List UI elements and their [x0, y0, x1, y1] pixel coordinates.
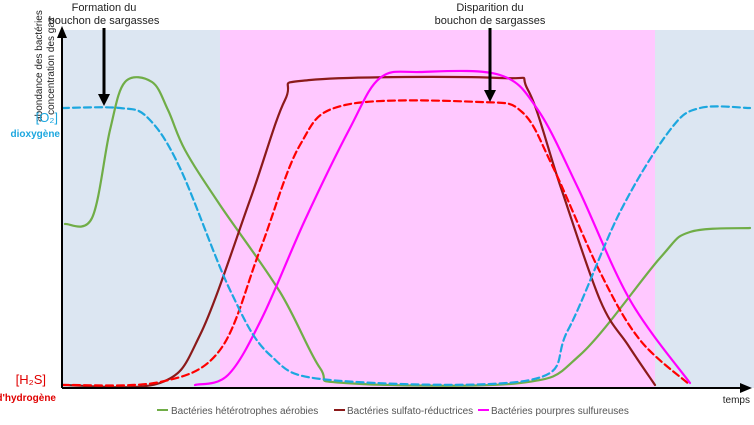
o2-name: dioxygène	[11, 129, 61, 140]
x-axis-label: temps	[723, 395, 750, 406]
annotation: bouchon de sargasses	[49, 15, 160, 27]
legend-entry: Bactéries hétérotrophes aérobies	[171, 406, 318, 417]
annotation: bouchon de sargasses	[435, 15, 546, 27]
curve-aerobic	[63, 76, 752, 387]
background-aerobic	[62, 30, 220, 388]
y-axis-arrow	[57, 26, 67, 38]
annotation: Disparition du	[456, 2, 523, 14]
background-aerobic	[655, 30, 754, 388]
curve-sulfate	[60, 75, 657, 389]
legend-entry: Bactéries sulfato-réductrices	[347, 406, 473, 417]
background-sargassum	[220, 30, 655, 388]
arrow-head	[98, 94, 110, 106]
h2s-symbol: [H₂S]	[16, 372, 46, 387]
legend-entry: Bactéries pourpres sulfureuses	[491, 406, 629, 417]
annotation: Formation du	[72, 2, 137, 14]
x-axis-arrow	[740, 383, 752, 393]
y-axis-label: concentration des gaz	[46, 17, 57, 115]
h2s-name: sulfure d'hydrogène	[0, 393, 56, 404]
curve-purple	[193, 69, 692, 387]
curve-h2s	[60, 99, 692, 387]
curve-o2	[60, 105, 752, 386]
arrow-head	[484, 90, 496, 102]
o2-symbol: [O₂]	[36, 110, 58, 125]
y-axis-label: abondance des bactéries	[34, 10, 45, 122]
